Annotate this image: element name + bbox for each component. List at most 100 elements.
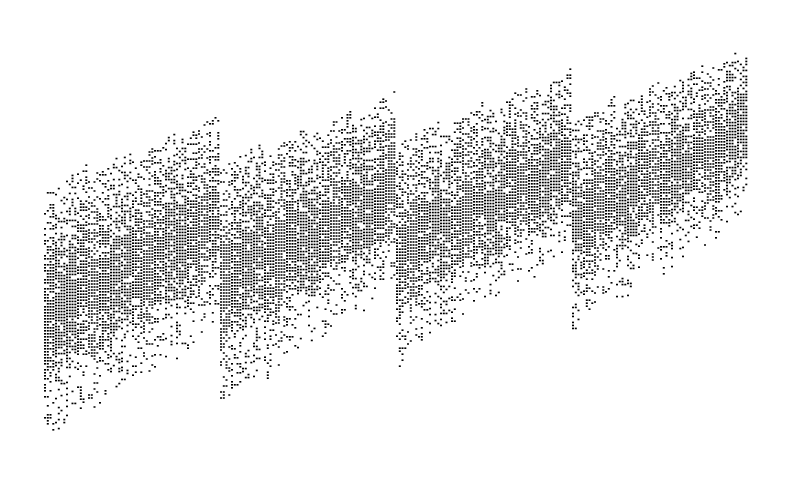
dot-column [690, 72, 693, 228]
dot-column [555, 81, 558, 225]
dot-column [673, 85, 676, 223]
dot-column [363, 117, 365, 312]
dot-column [679, 79, 682, 250]
dot-column [717, 69, 720, 233]
dot-column [627, 102, 629, 297]
dot-column [684, 96, 687, 237]
dot-column [162, 147, 165, 341]
dot-column [448, 135, 451, 312]
dot-column [558, 81, 561, 243]
dot-column [544, 100, 547, 238]
dot-column [451, 140, 453, 322]
dot-column [343, 129, 346, 311]
dot-column [682, 81, 684, 258]
dot-column [610, 99, 613, 284]
dot-column [445, 135, 448, 324]
dot-column [140, 161, 143, 373]
dot-column [585, 116, 588, 308]
dot-column [349, 111, 352, 284]
dot-column [530, 96, 533, 269]
dot-column [489, 109, 492, 295]
dot-column [85, 164, 88, 367]
dot-column [112, 163, 115, 367]
dot-column [192, 131, 195, 343]
dot-column [654, 94, 657, 228]
dot-column [668, 93, 671, 245]
dot-column [640, 95, 643, 245]
dot-column [475, 111, 478, 293]
dot-column [126, 174, 129, 375]
dot-column [354, 127, 357, 310]
dot-column [605, 120, 607, 293]
dot-column [393, 91, 396, 276]
dot-column [481, 102, 484, 266]
dot-column [79, 179, 82, 409]
dot-column [101, 171, 104, 362]
dot-column [332, 121, 335, 315]
dot-column [110, 172, 112, 373]
dot-column [649, 88, 651, 231]
dot-column [288, 141, 291, 341]
dot-column [187, 143, 189, 349]
dot-column [731, 61, 734, 208]
dot-column [709, 76, 712, 231]
dot-column [236, 165, 239, 386]
dot-column [330, 130, 332, 327]
dot-column [745, 57, 748, 186]
dot-column [423, 129, 426, 311]
dot-column [178, 150, 181, 336]
dot-column [209, 123, 211, 305]
dot-column [360, 118, 363, 292]
dot-column [632, 99, 635, 270]
dot-column [82, 170, 85, 403]
dot-column [643, 110, 646, 232]
dot-column [277, 148, 280, 366]
dot-column [385, 100, 387, 258]
dot-column [646, 101, 649, 257]
dot-column [104, 174, 107, 395]
dot-column [651, 85, 654, 261]
dot-column [148, 151, 151, 372]
dot-column [506, 101, 508, 257]
dot-column [706, 73, 709, 219]
dot-column [495, 120, 497, 297]
dot-column [566, 74, 569, 227]
dot-column [319, 137, 321, 295]
dot-column [145, 160, 148, 360]
dot-column [420, 138, 423, 341]
dot-column [299, 130, 302, 340]
dot-column [217, 120, 220, 305]
dot-column [297, 145, 299, 349]
dot-column [266, 179, 269, 379]
dot-column [539, 94, 541, 262]
dot-column [464, 118, 467, 291]
dot-column [198, 130, 200, 306]
dot-column [335, 121, 338, 315]
dot-column [404, 140, 407, 349]
dot-column [376, 113, 379, 269]
dot-column [341, 117, 343, 314]
dot-column [176, 147, 178, 360]
dot-column [561, 80, 563, 254]
dot-column [269, 155, 272, 367]
dot-column [470, 112, 473, 282]
dot-column [305, 133, 308, 304]
dot-column [550, 84, 552, 252]
dot-column [517, 94, 519, 282]
dot-column [687, 78, 690, 243]
dot-column [591, 116, 594, 305]
dot-column [233, 162, 236, 386]
dot-column [739, 63, 742, 213]
dot-column [107, 168, 110, 371]
dot-column [382, 98, 385, 281]
dot-column [258, 144, 261, 360]
dot-column [88, 181, 90, 399]
dot-column [613, 96, 616, 272]
dot-column [552, 81, 555, 258]
dot-column [327, 134, 330, 325]
dot-column [308, 141, 310, 327]
dot-column [607, 105, 610, 290]
dot-column [77, 173, 79, 388]
dot-column [291, 144, 294, 338]
dot-column [310, 144, 313, 342]
